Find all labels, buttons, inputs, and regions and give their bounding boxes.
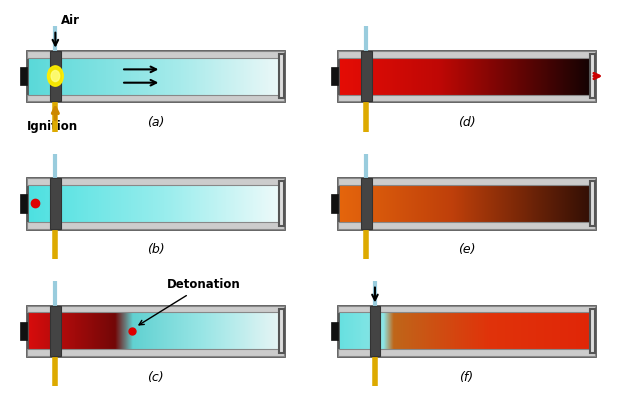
Bar xyxy=(338,181,595,226)
Bar xyxy=(27,54,284,98)
Bar xyxy=(21,321,27,340)
Text: Air: Air xyxy=(61,14,80,27)
Bar xyxy=(332,321,338,340)
Bar xyxy=(361,51,371,101)
Bar xyxy=(338,95,595,101)
Bar xyxy=(590,309,595,353)
Text: (d): (d) xyxy=(458,116,475,129)
Bar xyxy=(27,51,284,101)
Bar xyxy=(338,178,595,229)
Text: (c): (c) xyxy=(147,371,164,384)
Bar xyxy=(361,178,371,229)
Bar xyxy=(50,178,60,229)
Bar xyxy=(332,67,338,85)
Bar xyxy=(50,306,60,356)
Bar xyxy=(338,306,595,356)
Bar xyxy=(27,349,284,356)
Bar xyxy=(590,54,595,98)
Ellipse shape xyxy=(47,66,63,86)
Bar xyxy=(27,178,284,185)
Bar xyxy=(27,306,284,356)
Bar xyxy=(338,178,595,185)
Bar xyxy=(27,95,284,101)
Bar xyxy=(338,309,595,353)
Text: (a): (a) xyxy=(147,116,164,129)
Bar xyxy=(27,222,284,229)
Bar xyxy=(338,54,595,98)
Bar xyxy=(590,181,595,226)
Text: (f): (f) xyxy=(460,371,473,384)
Bar xyxy=(370,306,380,356)
Bar xyxy=(27,178,284,229)
Bar xyxy=(338,306,595,312)
Bar xyxy=(27,309,284,353)
Bar xyxy=(27,51,284,58)
Bar xyxy=(50,51,60,101)
Bar xyxy=(279,54,284,98)
Bar xyxy=(21,194,27,213)
Bar xyxy=(279,309,284,353)
Bar xyxy=(338,51,595,58)
Bar xyxy=(279,181,284,226)
Ellipse shape xyxy=(51,71,60,81)
Bar xyxy=(27,306,284,312)
Text: Detonation: Detonation xyxy=(139,278,241,325)
Bar xyxy=(338,349,595,356)
Bar xyxy=(21,67,27,85)
Text: (b): (b) xyxy=(147,243,164,256)
Bar xyxy=(338,51,595,101)
Text: (e): (e) xyxy=(458,243,475,256)
Bar xyxy=(27,181,284,226)
Bar xyxy=(338,222,595,229)
Text: Ignition: Ignition xyxy=(27,120,78,133)
Bar xyxy=(332,194,338,213)
